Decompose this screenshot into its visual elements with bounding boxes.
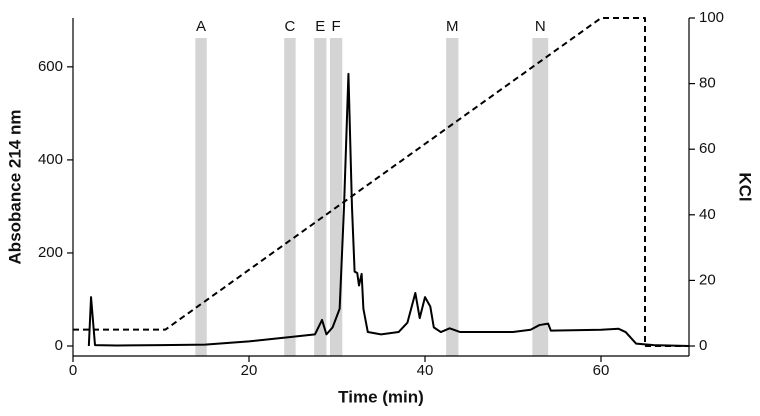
region-label: N — [535, 18, 546, 35]
region-label: C — [284, 18, 295, 35]
region-label: M — [446, 18, 459, 35]
region — [446, 38, 459, 356]
region — [195, 38, 207, 356]
y-axis-title: Absobance 214 nm — [5, 110, 24, 265]
y2-tick-label: 60 — [699, 140, 716, 157]
y-tick-label: 0 — [55, 337, 63, 354]
x-tick-label: 20 — [241, 362, 258, 379]
absorbance-line — [87, 72, 690, 347]
y-tick-label: 200 — [38, 244, 63, 261]
x-tick-label: 60 — [593, 362, 610, 379]
y2-tick-label: 100 — [699, 9, 724, 26]
y2-tick-label: 0 — [699, 337, 707, 354]
x-tick-label: 40 — [417, 362, 434, 379]
y-tick-label: 600 — [38, 58, 63, 75]
y2-tick-label: 20 — [699, 271, 716, 288]
kcl-line — [73, 17, 689, 347]
y-tick-label: 400 — [38, 151, 63, 168]
x-tick-label: 0 — [69, 362, 77, 379]
region — [329, 38, 343, 356]
region-label: A — [196, 18, 206, 35]
region — [532, 38, 549, 356]
region-label: E — [315, 18, 325, 35]
x-axis-title: Time (min) — [338, 387, 424, 406]
y2-axis-title: KCl — [736, 172, 755, 201]
region — [314, 38, 327, 356]
region — [284, 38, 296, 356]
y2-tick-label: 80 — [699, 75, 716, 92]
y2-tick-label: 40 — [699, 206, 716, 223]
region-label: F — [332, 18, 341, 35]
